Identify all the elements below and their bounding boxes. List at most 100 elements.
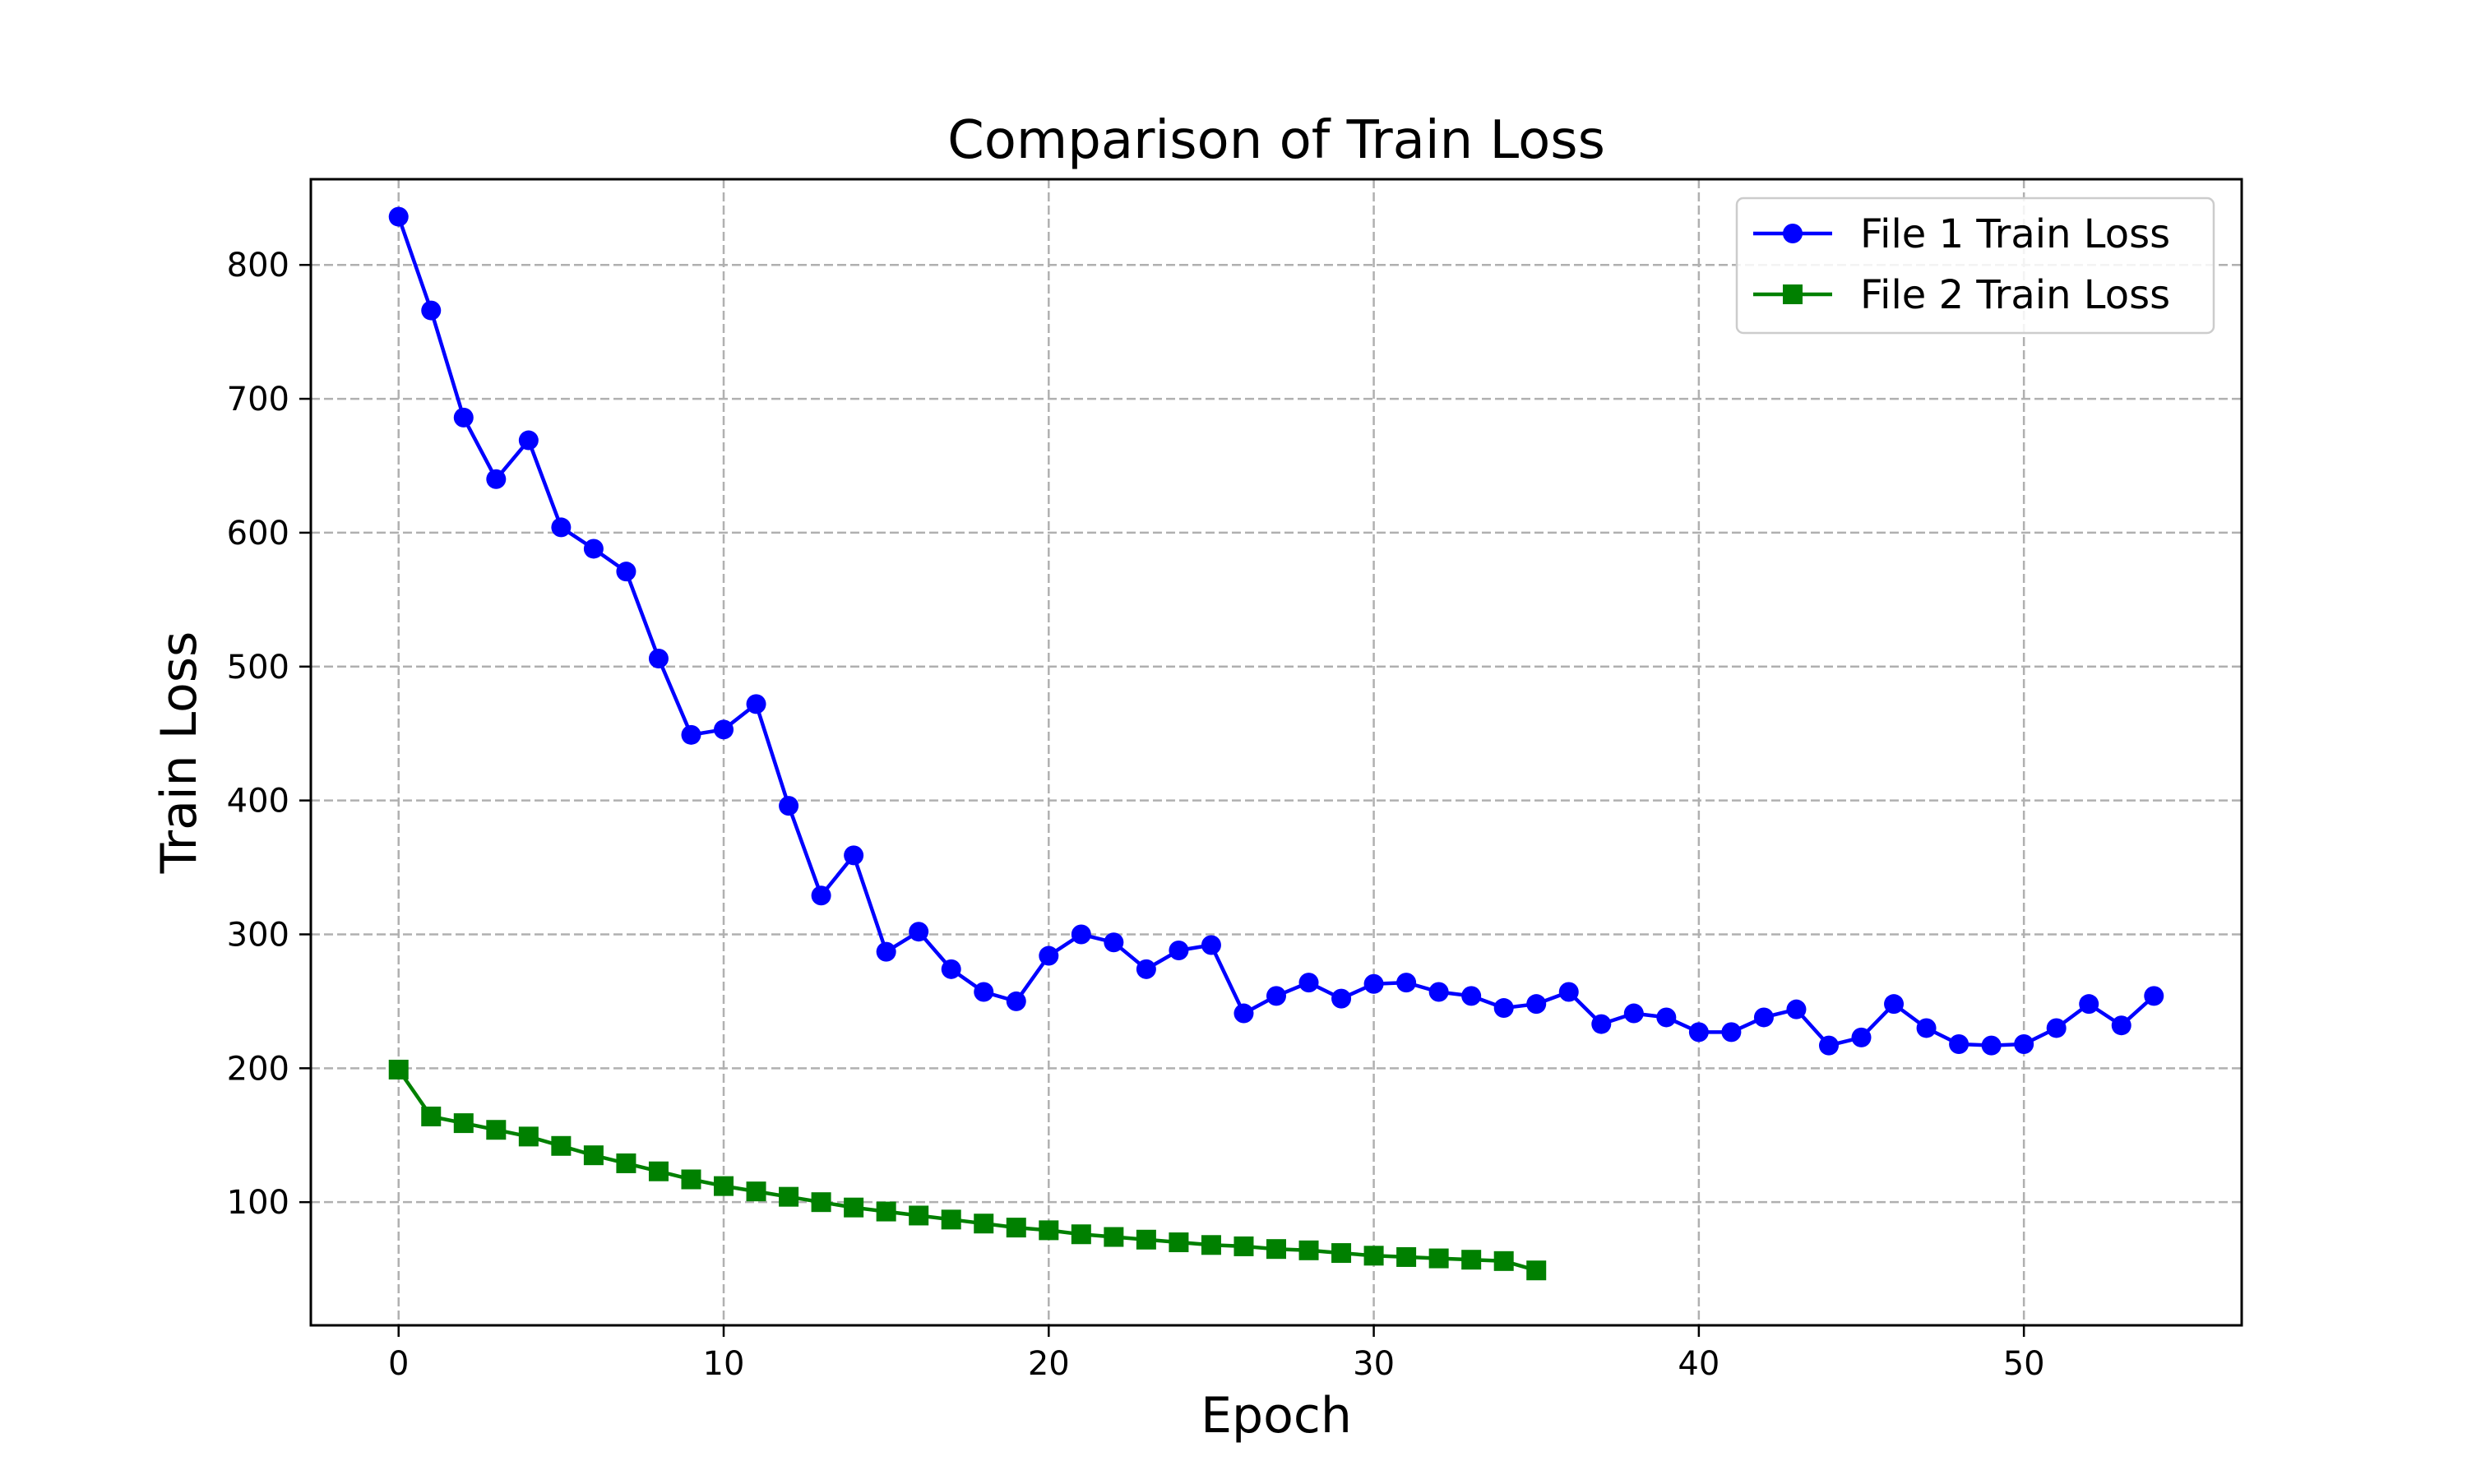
series-1-point: [1071, 924, 1091, 945]
series-1-point: [421, 300, 442, 321]
series-1-point: [2046, 1018, 2067, 1038]
series-1-point: [1623, 1003, 1644, 1024]
series-1-point: [551, 517, 572, 538]
y-axis-label: Train Loss: [150, 631, 208, 875]
x-tick-label: 10: [703, 1345, 745, 1383]
x-tick-label: 0: [388, 1345, 409, 1383]
series-1-point: [388, 206, 409, 227]
series-1-point: [779, 796, 799, 816]
y-tick-label: 200: [227, 1050, 289, 1088]
series-2-point: [518, 1126, 539, 1147]
legend-box: [1735, 196, 2215, 335]
series-1-point: [1266, 986, 1286, 1006]
series-1-point: [811, 885, 831, 906]
y-tick-label: 800: [227, 247, 289, 284]
series-1-point: [1884, 994, 1905, 1015]
series-1-point: [518, 430, 539, 451]
series-1-point: [974, 982, 994, 1002]
series-2-point: [1136, 1229, 1156, 1250]
series-1-point: [1169, 941, 1189, 961]
legend-label: File 1 Train Loss: [1860, 211, 2170, 257]
grid: [311, 179, 2242, 1325]
y-tick-label: 300: [227, 916, 289, 954]
series-1-point: [1234, 1003, 1254, 1024]
plot-frame: [309, 178, 2243, 1327]
series-1-point: [681, 724, 701, 745]
series-2-point: [1071, 1224, 1091, 1245]
axis-ticks: 0 10 20 30 40 50 100 200 300 400 500 600 700 800: [227, 247, 2045, 1383]
series-1-point: [1428, 982, 1449, 1002]
series-1-point: [2144, 986, 2164, 1006]
chart-title: Comparison of Train Loss: [947, 110, 1605, 171]
series-1-point: [1688, 1022, 1709, 1042]
series-1-point: [1363, 973, 1384, 994]
series-1-point: [648, 649, 669, 669]
legend-marker: [1783, 284, 1803, 304]
series-1-point: [1526, 994, 1547, 1015]
series-1-point: [844, 845, 864, 866]
series-2-point: [974, 1214, 994, 1234]
series-1-point: [1039, 945, 1059, 966]
series-2: [388, 1059, 1547, 1281]
series-1-point: [1493, 998, 1514, 1019]
series-1-point: [1201, 935, 1221, 955]
series-2-point: [941, 1209, 961, 1230]
series-1-point: [616, 562, 636, 582]
series-1-point: [1786, 999, 1807, 1019]
series-1-point: [2079, 994, 2099, 1015]
series-2-point: [1169, 1232, 1189, 1253]
series-2-point: [876, 1201, 896, 1222]
series-1-point: [2111, 1015, 2131, 1036]
series-1-point: [1461, 986, 1482, 1006]
series-2-point: [681, 1169, 701, 1190]
y-tick-label: 500: [227, 649, 289, 687]
x-axis-label: Epoch: [1201, 1387, 1352, 1445]
legend-marker: [1783, 224, 1803, 243]
legend-label: File 2 Train Loss: [1860, 272, 2170, 318]
series-area: [388, 206, 2164, 1281]
series-1-point: [486, 469, 507, 489]
x-tick-label: 40: [1678, 1345, 1719, 1383]
series-2-point: [648, 1161, 669, 1181]
series-1-point: [1104, 932, 1124, 953]
series-2-point: [746, 1181, 766, 1202]
series-2-point: [1039, 1220, 1059, 1241]
series-2-point: [909, 1205, 929, 1226]
series-1-point: [941, 959, 961, 979]
series-1-point: [1396, 973, 1417, 993]
y-tick-label: 100: [227, 1184, 289, 1222]
series-1-point: [909, 922, 929, 942]
series-1-point: [1656, 1007, 1677, 1028]
series-2-point: [714, 1176, 734, 1196]
series-1-point: [1981, 1035, 2002, 1056]
series-2-point: [388, 1059, 409, 1079]
series-1-point: [746, 694, 766, 714]
series-1-point: [1006, 991, 1026, 1011]
series-2-point: [1006, 1218, 1026, 1238]
series-1-point: [1136, 959, 1156, 979]
series-2-point: [453, 1113, 474, 1134]
y-tick-label: 600: [227, 515, 289, 552]
series-2-point: [811, 1192, 831, 1213]
series-2-point: [1396, 1246, 1417, 1267]
x-tick-label: 30: [1353, 1345, 1395, 1383]
legend-entry-1: File 1 Train Loss: [1753, 211, 2170, 257]
series-2-point: [1428, 1248, 1449, 1269]
x-tick-label: 50: [2003, 1345, 2045, 1383]
series-2-point: [1266, 1239, 1286, 1260]
series-2-point: [1493, 1251, 1514, 1271]
series-1-point: [1721, 1022, 1742, 1042]
series-2-point: [1201, 1235, 1221, 1255]
series-2-point: [1526, 1260, 1547, 1281]
x-tick-label: 20: [1028, 1345, 1070, 1383]
series-1-point: [1949, 1034, 1969, 1055]
series-2-point: [1234, 1236, 1254, 1256]
series-1-point: [1331, 988, 1352, 1009]
series-1-point: [876, 941, 896, 962]
series-2-point: [486, 1120, 507, 1140]
series-2-point: [1461, 1250, 1482, 1270]
series-1: [388, 206, 2164, 1056]
series-1-point: [1916, 1018, 1937, 1038]
